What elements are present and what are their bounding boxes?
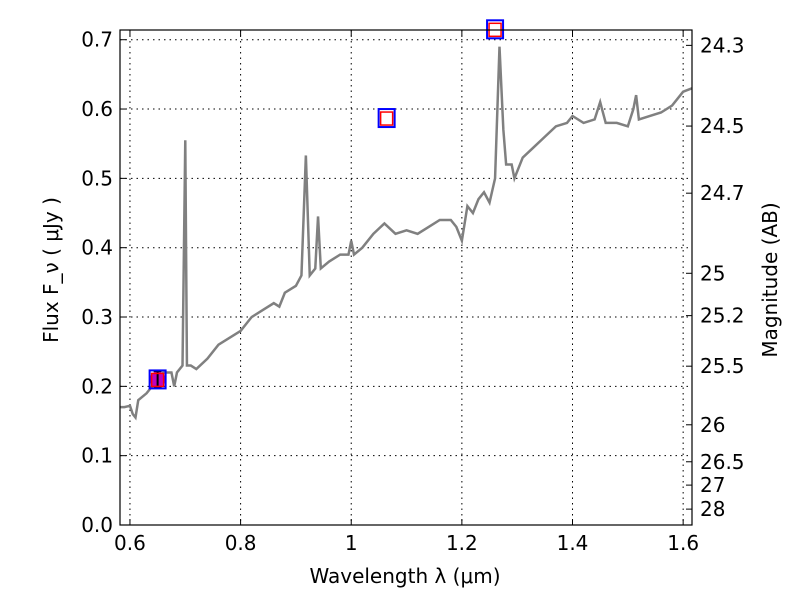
x-tick-label: 1.2 xyxy=(446,531,478,555)
y-tick-label: 0.3 xyxy=(81,305,113,329)
x-tick-label: 1.4 xyxy=(557,531,589,555)
model-point-outer xyxy=(486,19,505,40)
mag-tick-label: 26 xyxy=(700,413,725,437)
plot-frame xyxy=(119,29,693,526)
y-tick-label: 0.7 xyxy=(81,28,113,52)
x-tick-label: 0.6 xyxy=(114,531,146,555)
plot-area xyxy=(120,19,692,421)
y-tick-label: 0.5 xyxy=(81,166,113,190)
mag-tick-label: 25.5 xyxy=(700,354,745,378)
mag-tick-label: 25 xyxy=(700,261,725,285)
mag-tick-label: 24.3 xyxy=(700,33,745,57)
mag-tick-label: 25.2 xyxy=(700,304,745,328)
x-tick-label: 0.8 xyxy=(225,531,257,555)
grid xyxy=(120,30,692,526)
y-axis-label: Flux F_ν ( μJy ) xyxy=(39,197,63,343)
spectrum-line xyxy=(120,46,692,421)
y-tick-label: 0.2 xyxy=(81,374,113,398)
mag-tick-label: 24.7 xyxy=(700,181,745,205)
model-point-outer xyxy=(148,369,167,390)
model-point-inner xyxy=(379,111,394,126)
mag-tick-label: 27 xyxy=(700,473,725,497)
mag-tick-label: 26.5 xyxy=(700,450,745,474)
x-tick-label: 1 xyxy=(345,531,358,555)
right-axis-label: Magnitude (AB) xyxy=(758,202,782,357)
mag-tick-label: 28 xyxy=(700,497,725,521)
y-tick-label: 0.0 xyxy=(81,513,113,537)
x-axis-label: Wavelength λ (μm) xyxy=(309,564,500,588)
x-tick-label: 1.6 xyxy=(667,531,699,555)
ticks: 0.6 0.8 1 1.2 1.4 1.6 0.0 0.1 0.2 0.3 0.4 0.5 0.6 0.7… xyxy=(81,28,744,555)
y-tick-label: 0.4 xyxy=(81,236,113,260)
model-point-inner xyxy=(150,372,165,388)
y-tick-label: 0.6 xyxy=(81,97,113,121)
y-tick-label: 0.1 xyxy=(81,444,113,468)
model-point-outer xyxy=(377,108,396,129)
mag-tick-label: 24.5 xyxy=(700,114,745,138)
